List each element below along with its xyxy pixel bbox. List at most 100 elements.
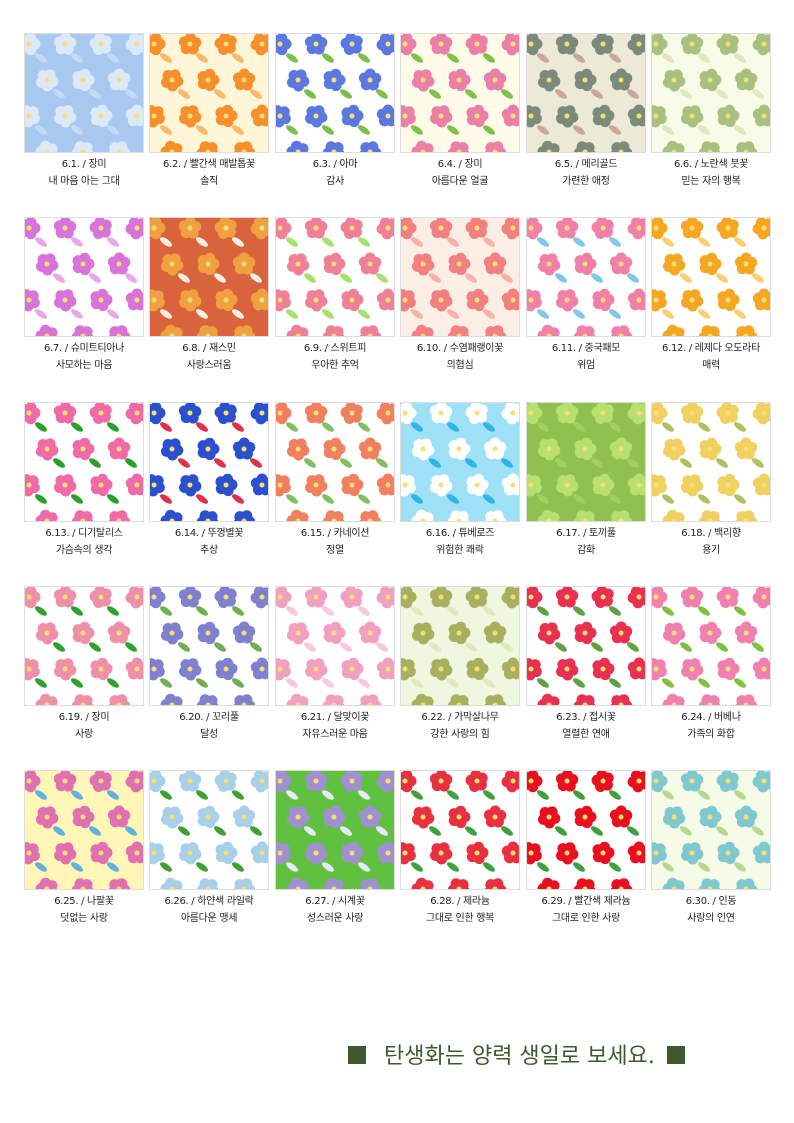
tile-meaning: 달성 xyxy=(200,729,218,740)
tile-meaning: 솔직 xyxy=(200,176,218,187)
flower-motif xyxy=(574,437,603,468)
flower-motif xyxy=(609,252,639,283)
tile-date-flower: 6.23. / 접시꽃 xyxy=(556,712,616,723)
pattern-background xyxy=(652,587,770,705)
flower-pattern-image xyxy=(651,586,771,706)
flower-motif xyxy=(574,68,603,99)
tile-date-flower: 6.9. / 스위트피 xyxy=(303,343,367,354)
flower-motif xyxy=(734,621,764,652)
flower-motif xyxy=(537,693,560,705)
flower-motif xyxy=(322,325,345,336)
flower-motif xyxy=(150,842,172,872)
flower-motif xyxy=(322,510,345,521)
tile-date-flower: 6.3. / 아마 xyxy=(312,159,358,170)
flower-tile: 6.24. / 버베나 가족의 화합 xyxy=(651,586,771,743)
flower-motif xyxy=(527,218,549,247)
flower-motif xyxy=(232,621,262,652)
pattern-background xyxy=(150,403,268,521)
flower-tile: 6.20. / 꼬리풀 달성 xyxy=(149,586,269,743)
flower-motif xyxy=(430,289,459,319)
flower-motif xyxy=(483,621,513,652)
flower-motif xyxy=(610,141,633,152)
tile-meaning: 위험한 쾌락 xyxy=(436,545,484,556)
flower-motif xyxy=(484,878,507,889)
tile-meaning: 덧없는 사랑 xyxy=(60,913,108,924)
flower-motif xyxy=(447,325,470,336)
flower-motif xyxy=(179,474,208,504)
flower-motif xyxy=(447,878,470,889)
pattern-background xyxy=(652,218,770,336)
flower-pattern-image xyxy=(275,402,395,522)
flower-motif xyxy=(178,587,208,616)
flower-tile: 6.5. / 메리골드 가련한 애정 xyxy=(526,33,646,190)
pattern-background xyxy=(401,34,519,152)
flower-motif xyxy=(197,68,226,99)
tile-meaning: 자유스러운 마음 xyxy=(302,729,368,740)
flower-motif xyxy=(233,141,256,152)
flower-motif xyxy=(286,806,316,836)
flower-motif xyxy=(429,587,459,616)
flower-motif xyxy=(276,587,298,616)
flower-motif xyxy=(107,805,137,836)
square-bullet-icon xyxy=(348,1046,366,1064)
flower-motif xyxy=(125,104,143,127)
flower-motif xyxy=(359,510,382,521)
flower-motif xyxy=(341,841,370,872)
flower-motif xyxy=(501,473,519,496)
flower-motif xyxy=(717,473,746,504)
flower-motif xyxy=(735,510,758,521)
flower-motif xyxy=(179,105,208,135)
flower-pattern-image xyxy=(149,33,269,153)
flower-motif xyxy=(429,218,459,247)
flower-pattern-image xyxy=(275,217,395,337)
flower-pattern-image xyxy=(275,33,395,153)
flower-motif xyxy=(609,805,639,836)
tile-meaning: 믿는 자의 행복 xyxy=(681,176,741,187)
flower-motif xyxy=(555,34,585,63)
tile-date-flower: 6.10. / 수염패랭이꽃 xyxy=(416,343,504,354)
flower-motif xyxy=(699,252,728,283)
flower-motif xyxy=(573,510,596,521)
tile-meaning: 사랑 xyxy=(75,729,93,740)
flower-motif xyxy=(35,253,65,283)
flower-motif xyxy=(591,771,621,800)
flower-motif xyxy=(527,474,549,504)
tile-date-flower: 6.30. / 인동 xyxy=(685,896,737,907)
flower-pattern-image xyxy=(24,770,144,890)
flower-motif xyxy=(465,218,495,247)
flower-motif xyxy=(609,437,639,468)
flower-motif xyxy=(652,218,674,247)
flower-motif xyxy=(448,437,477,468)
tile-meaning: 사랑스러움 xyxy=(186,360,232,371)
square-bullet-icon xyxy=(666,1046,685,1064)
flower-motif xyxy=(160,438,190,468)
flower-motif xyxy=(662,806,692,836)
flower-motif xyxy=(89,218,119,247)
tile-date-flower: 6.25. / 나팔꽃 xyxy=(54,896,114,907)
flower-motif xyxy=(150,289,172,319)
flower-motif xyxy=(358,621,388,652)
flower-motif xyxy=(179,289,208,319)
flower-motif xyxy=(276,771,298,800)
flower-pattern-image xyxy=(651,33,771,153)
flower-motif xyxy=(537,877,560,889)
flower-motif xyxy=(233,510,256,521)
flower-pattern-image xyxy=(526,770,646,890)
flower-motif xyxy=(752,104,770,127)
flower-tile: 6.15. / 카네이션 정열 xyxy=(275,402,395,559)
flower-tile: 6.1. / 장미 내 마음 아는 그대 xyxy=(24,33,144,190)
flower-motif xyxy=(25,403,47,432)
tile-date-flower: 6.17. / 토끼풀 xyxy=(556,528,616,539)
flower-motif xyxy=(89,587,119,616)
flower-motif xyxy=(89,34,119,63)
flower-motif xyxy=(734,252,764,283)
flower-motif xyxy=(276,842,298,872)
flower-motif xyxy=(25,289,47,319)
flower-tile: 6.8. / 재스민 사랑스러움 xyxy=(149,217,269,374)
flower-motif xyxy=(411,806,441,836)
flower-motif xyxy=(376,218,394,240)
flower-motif xyxy=(90,657,119,688)
flower-motif xyxy=(54,474,83,504)
flower-motif xyxy=(304,34,334,63)
tile-meaning: 사모하는 마음 xyxy=(55,360,113,371)
